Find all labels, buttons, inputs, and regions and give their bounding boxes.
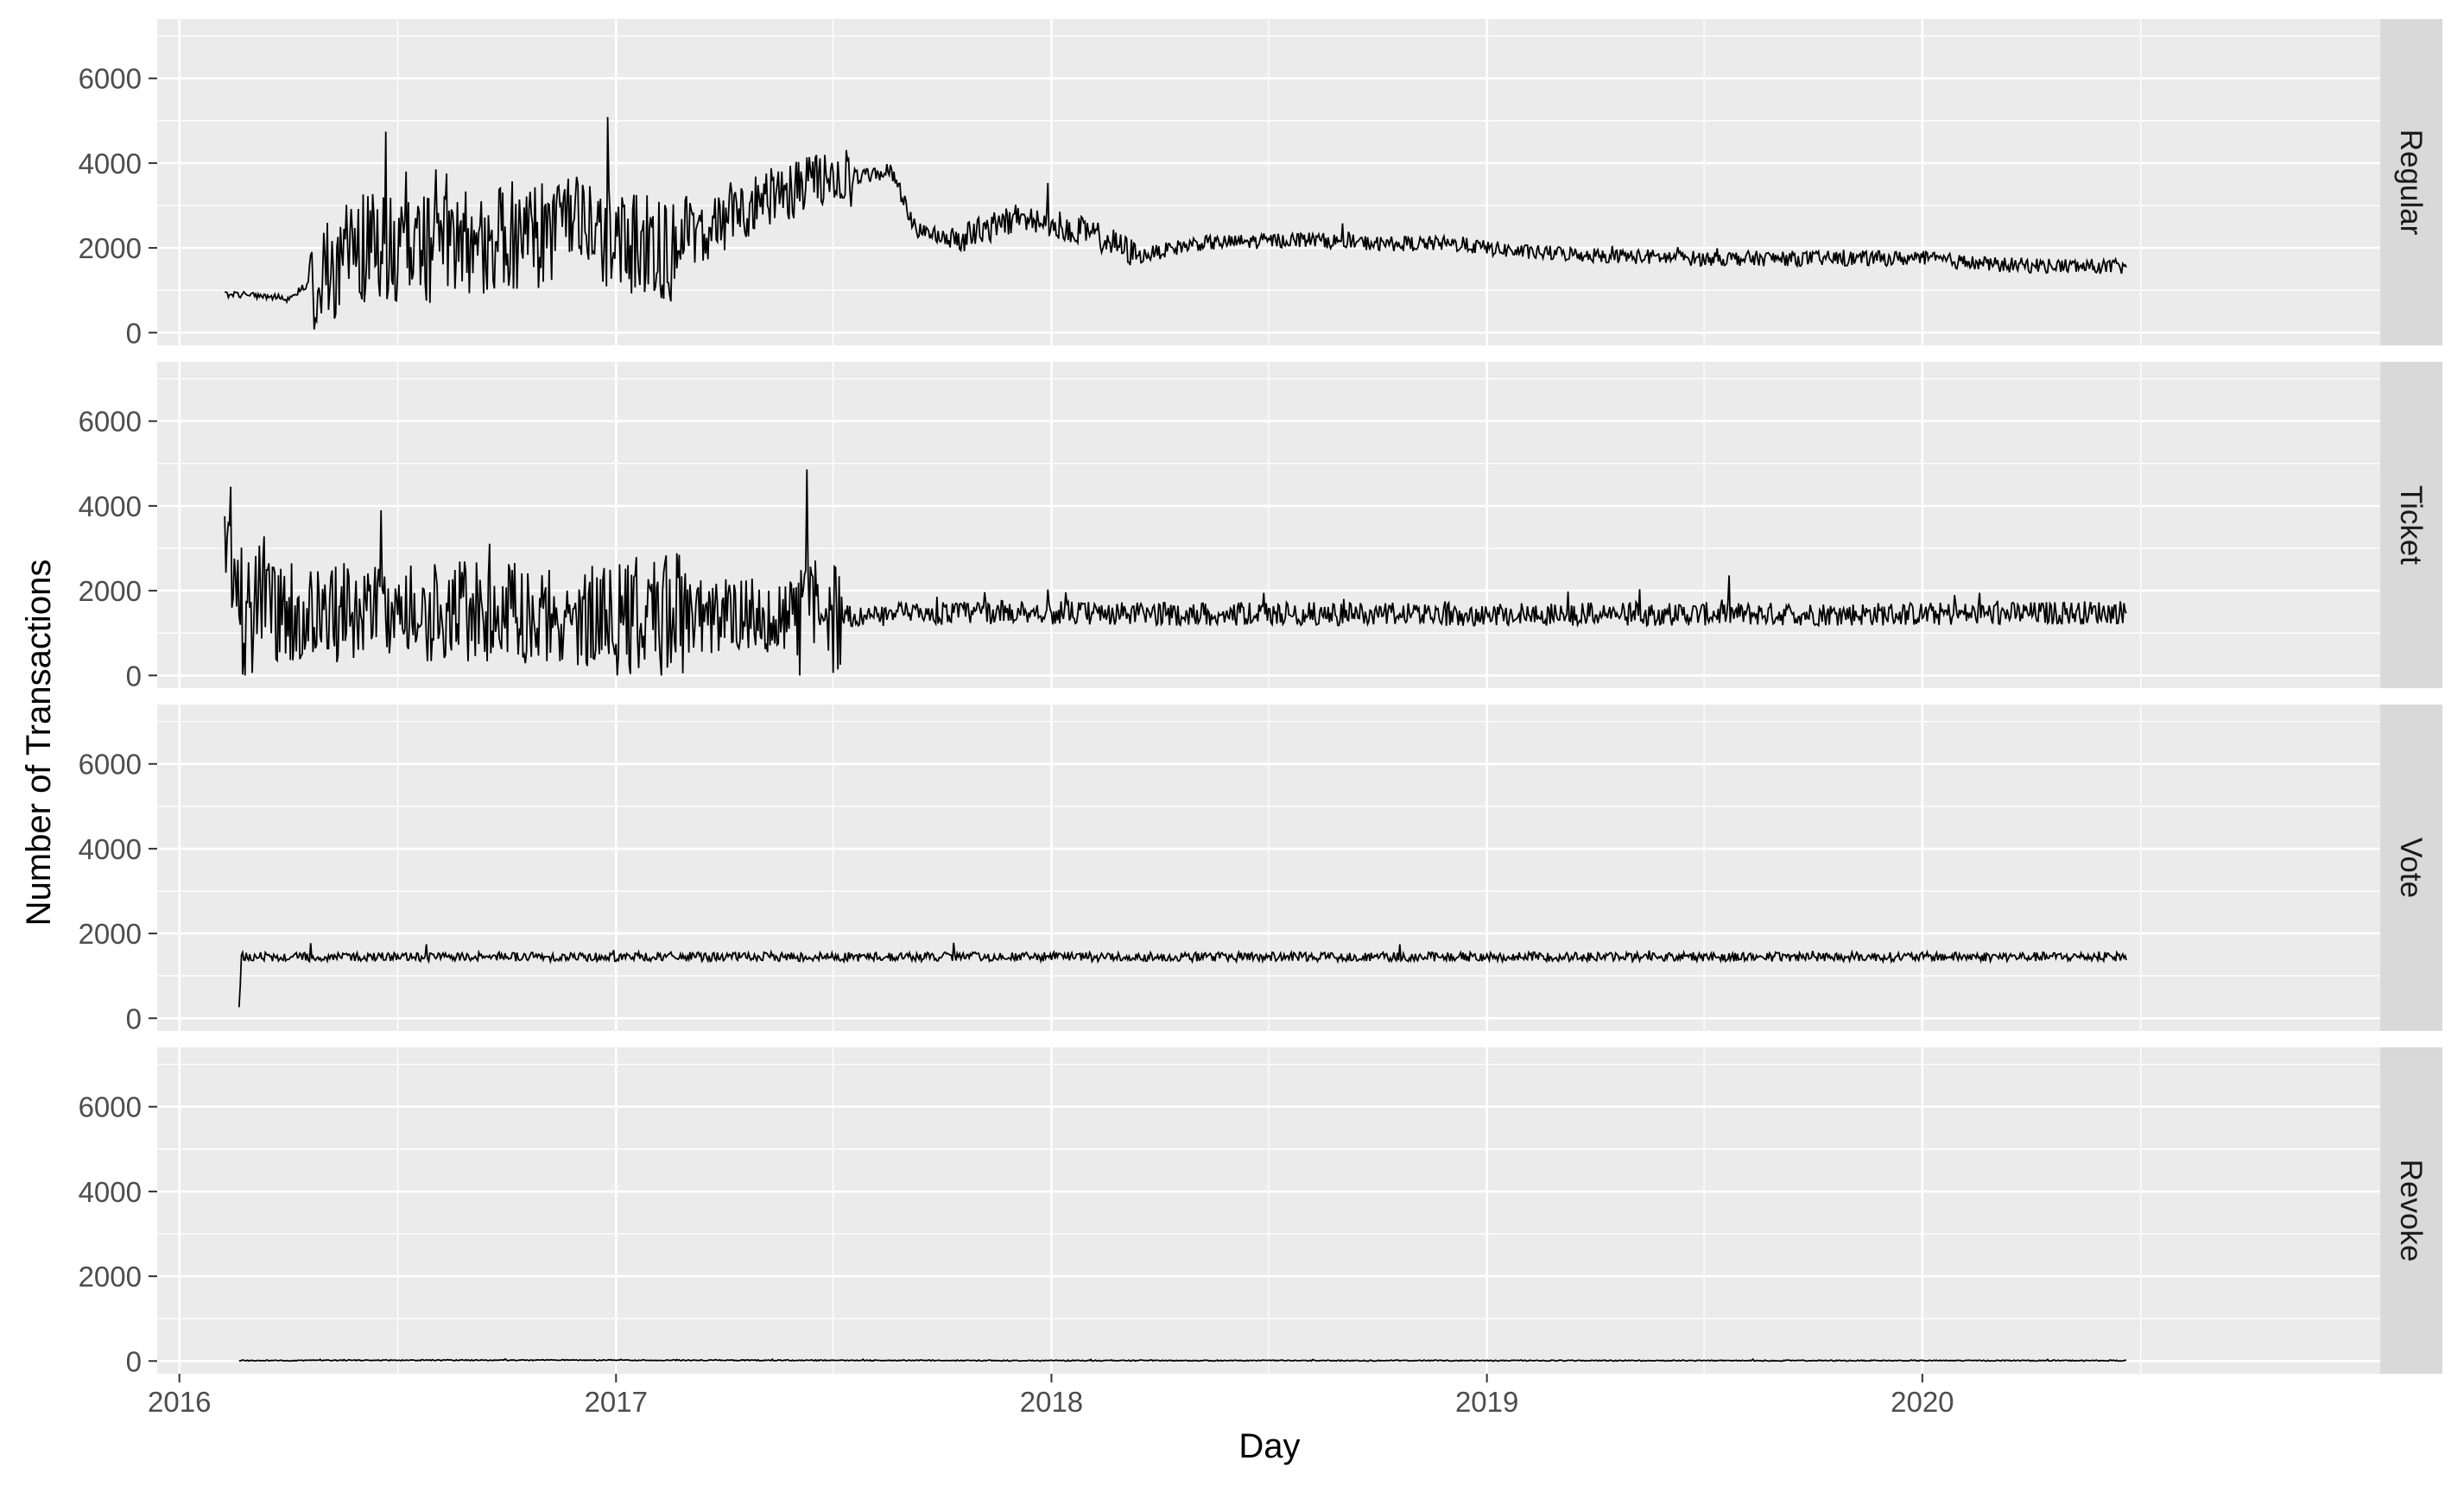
series-line [225,117,2127,330]
y-tick-label: 4000 [79,833,142,865]
series-line [224,469,2127,676]
x-axis: 2016 2017 2018 2019 2020 [148,1374,1954,1418]
y-tick-label: 6000 [79,63,142,95]
x-tick-label: 2020 [1891,1386,1954,1418]
panel-ticket: 0 2000 4000 6000 Ticket [79,362,2442,692]
y-tick-label: 0 [126,1002,142,1034]
facet-strip [2380,1047,2442,1374]
y-tick-label: 6000 [79,1091,142,1123]
x-tick-label: 2019 [1455,1386,1518,1418]
facet-strip-label: Vote [2394,838,2428,898]
y-tick-label: 0 [126,660,142,692]
y-tick-label: 2000 [79,918,142,950]
y-tick-label: 6000 [79,749,142,781]
facet-strip [2380,705,2442,1031]
x-tick-label: 2017 [585,1386,648,1418]
y-axis-label: Number of Transactions [20,560,58,926]
y-tick-label: 0 [126,1345,142,1377]
panels-layer: 0200040006000Regular0200040006000Ticket0… [79,19,2442,1418]
x-axis-label: Day [1238,1427,1300,1465]
y-tick-label: 6000 [79,406,142,438]
facet-strip-label: Regular [2394,130,2428,236]
facet-strip [2380,362,2442,688]
x-tick-label: 2016 [148,1386,211,1418]
y-tick-label: 4000 [79,148,142,180]
y-tick-label: 2000 [79,232,142,264]
y-tick-label: 2000 [79,1261,142,1293]
facet-strip-label: Ticket [2394,485,2428,565]
y-tick-label: 2000 [79,575,142,607]
y-tick-label: 0 [126,317,142,349]
panel-revoke: 0 2000 4000 6000 Revoke [79,1047,2442,1377]
series-line [238,1357,2127,1363]
facet-strip [2380,19,2442,345]
x-tick-label: 2018 [1020,1386,1083,1418]
panel-vote: 0 2000 4000 6000 Vote [79,705,2442,1034]
series-line [238,942,2127,1008]
y-tick-label: 4000 [79,490,142,522]
y-tick-label: 4000 [79,1176,142,1208]
panel-regular: 0 2000 4000 6000 Regular [79,19,2442,349]
facet-strip-label: Revoke [2394,1160,2428,1262]
